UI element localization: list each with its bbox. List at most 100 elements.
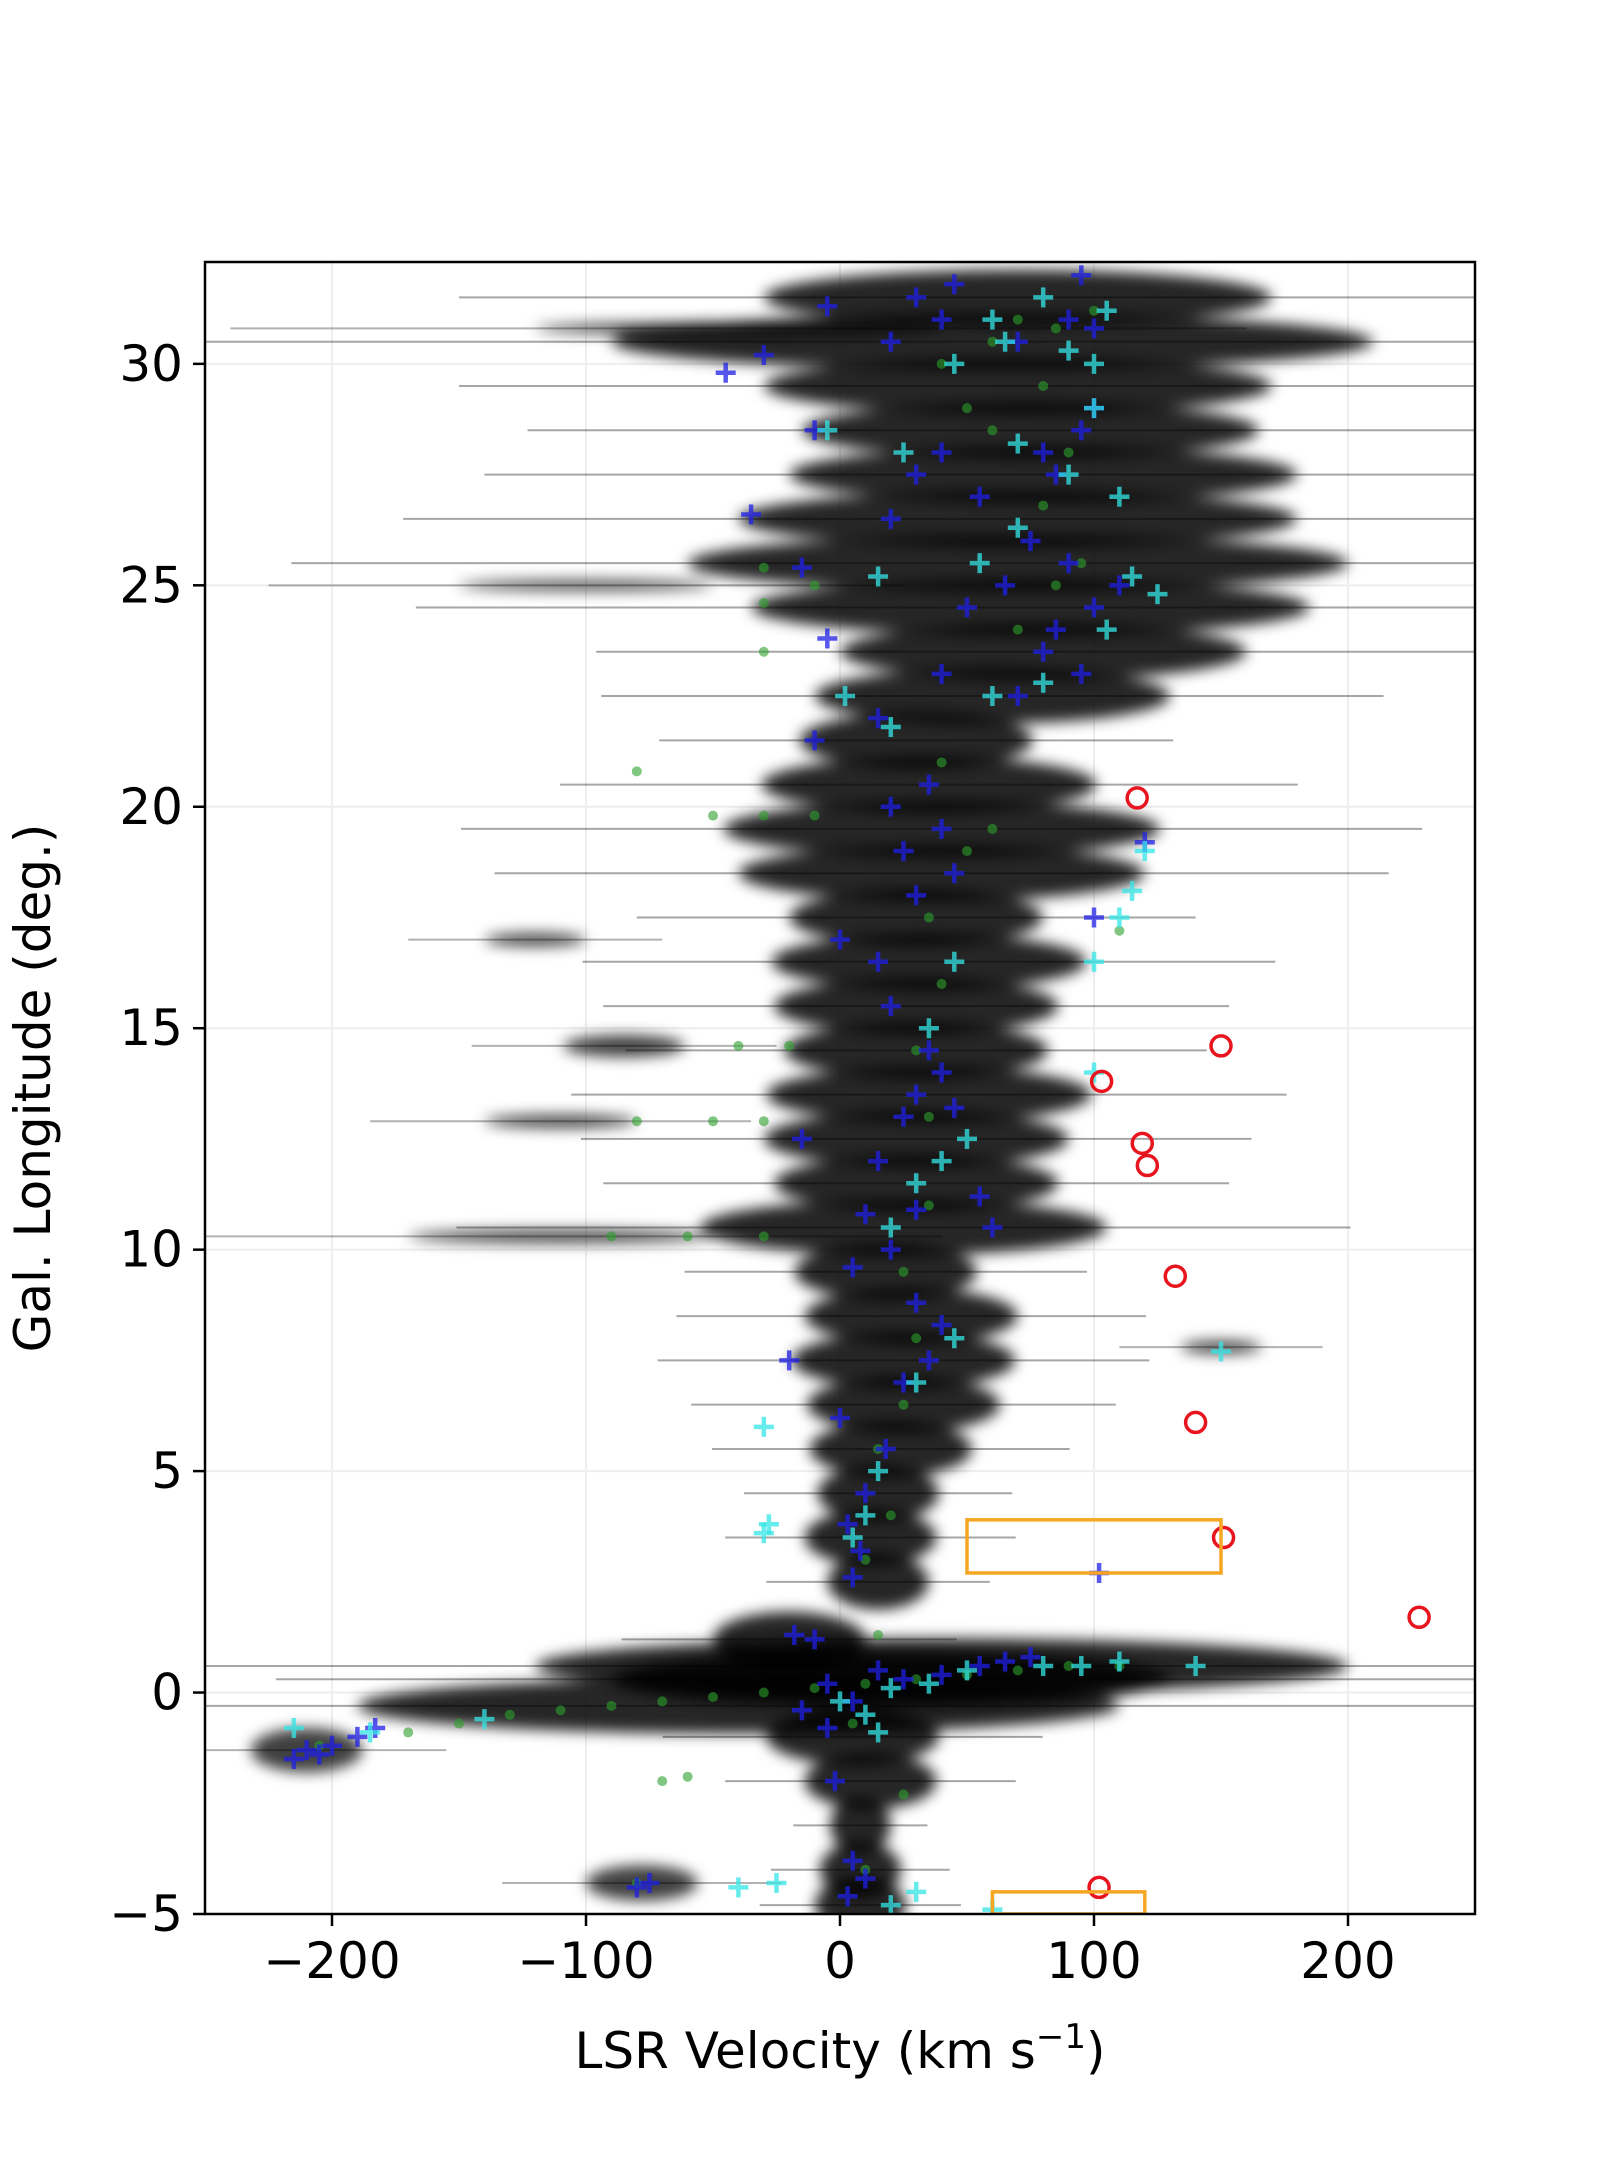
cyan-cross-marker bbox=[906, 1372, 927, 1393]
blue-cross-marker bbox=[855, 1868, 876, 1889]
blue-cross-marker bbox=[837, 1514, 858, 1535]
blue-cross-marker bbox=[880, 331, 901, 352]
cyan-cross-marker bbox=[957, 1128, 977, 1149]
green-point bbox=[809, 580, 820, 591]
emission-feature bbox=[459, 579, 713, 591]
blue-cross-marker bbox=[1071, 265, 1092, 286]
blue-cross-marker bbox=[791, 557, 812, 578]
cyan-cross-marker bbox=[1071, 1655, 1092, 1676]
blue-cross-marker bbox=[1058, 309, 1079, 330]
cyan-cross-marker bbox=[1122, 880, 1143, 901]
green-point bbox=[987, 823, 998, 834]
cyan-cross-marker bbox=[880, 1217, 901, 1238]
blue-cross-marker bbox=[741, 504, 762, 525]
green-point bbox=[631, 766, 642, 777]
blue-cross-marker bbox=[1020, 531, 1041, 552]
green-point bbox=[758, 646, 769, 657]
cyan-cross-marker bbox=[982, 309, 1003, 330]
emission-ridge-blob bbox=[713, 1611, 866, 1668]
blue-cross-marker bbox=[1084, 318, 1104, 339]
blue-cross-marker bbox=[817, 1673, 838, 1694]
emission-ridge-blob bbox=[738, 845, 1145, 901]
cyan-cross-marker bbox=[1084, 398, 1104, 419]
emission-ridge-blob bbox=[794, 1244, 978, 1300]
blue-cross-marker bbox=[1033, 442, 1054, 463]
green-point bbox=[758, 810, 769, 821]
emission-ridge-blob bbox=[751, 579, 1310, 636]
cyan-cross-marker bbox=[982, 686, 1003, 707]
blue-cross-marker bbox=[1058, 553, 1079, 574]
cyan-cross-marker bbox=[893, 442, 914, 463]
blue-cross-marker bbox=[1007, 686, 1028, 707]
blue-cross-marker bbox=[855, 1204, 876, 1225]
blue-cross-marker bbox=[868, 1660, 889, 1681]
blue-cross-marker bbox=[804, 730, 825, 751]
blue-cross-marker bbox=[715, 362, 736, 383]
blue-cross-marker bbox=[893, 1106, 914, 1127]
cyan-cross-marker bbox=[868, 1722, 889, 1743]
blue-cross-marker bbox=[791, 1700, 812, 1721]
blue-cross-marker bbox=[931, 1664, 952, 1685]
emission-ridge-blob bbox=[789, 446, 1298, 503]
cyan-cross-marker bbox=[1109, 486, 1130, 507]
emission-ridge-blob bbox=[763, 358, 1272, 414]
blue-cross-marker bbox=[1084, 597, 1104, 618]
marker-layer bbox=[283, 265, 1431, 1914]
green-point bbox=[1089, 305, 1099, 316]
cyan-cross-marker bbox=[842, 1527, 863, 1548]
green-point bbox=[682, 1231, 693, 1242]
y-axis-label: Gal. Longitude (deg.) bbox=[4, 824, 62, 1353]
green-point bbox=[860, 1678, 871, 1689]
x-axis-label: LSR Velocity (km s−1) bbox=[574, 2017, 1105, 2080]
blue-cross-marker bbox=[1033, 641, 1054, 662]
emission-feature bbox=[484, 932, 586, 947]
blue-cross-marker bbox=[817, 296, 838, 317]
cyan-cross-marker bbox=[1211, 1341, 1231, 1362]
cyan-cross-marker bbox=[1084, 951, 1104, 972]
blue-cross-marker bbox=[830, 929, 850, 950]
cyan-cross-marker bbox=[906, 1173, 927, 1194]
cyan-cross-marker bbox=[944, 353, 965, 374]
cyan-cross-marker bbox=[1033, 672, 1054, 693]
blue-cross-marker bbox=[931, 1314, 952, 1335]
x-tick-label: 100 bbox=[1046, 1932, 1141, 1990]
x-tick-label: 0 bbox=[824, 1932, 856, 1990]
green-point bbox=[936, 757, 947, 768]
blue-cross-marker bbox=[880, 1239, 901, 1260]
cyan-cross-marker bbox=[855, 1704, 876, 1725]
blue-cross-marker bbox=[1071, 663, 1092, 684]
axis-ticks: −200 −100 0 100 200 −5 0 5 10 15 20 25 30 bbox=[109, 335, 1395, 1990]
x-tick-label: 200 bbox=[1300, 1932, 1395, 1990]
green-point bbox=[758, 562, 769, 573]
cyan-cross-marker bbox=[1185, 1655, 1206, 1676]
blue-cross-marker bbox=[893, 1669, 914, 1690]
emission-ridge-blob bbox=[801, 402, 1260, 458]
blue-cross-marker bbox=[804, 1629, 825, 1650]
blue-cross-marker bbox=[906, 464, 927, 485]
green-point bbox=[911, 1333, 922, 1344]
cyan-cross-marker bbox=[1007, 433, 1028, 454]
red-circle-marker bbox=[1135, 1153, 1160, 1178]
blue-cross-marker bbox=[868, 951, 889, 972]
blue-cross-marker bbox=[842, 1850, 863, 1871]
cyan-cross-marker bbox=[880, 717, 901, 738]
emission-ridge-blob bbox=[771, 934, 1087, 990]
emission-feature bbox=[484, 1114, 637, 1128]
green-point bbox=[682, 1771, 693, 1782]
cyan-cross-marker bbox=[868, 1461, 889, 1482]
blue-cross-marker bbox=[969, 1186, 990, 1207]
green-point bbox=[606, 1231, 617, 1242]
cyan-cross-marker bbox=[918, 1018, 939, 1039]
emission-feature bbox=[535, 321, 942, 336]
green-point bbox=[898, 1266, 909, 1277]
green-point bbox=[860, 1554, 871, 1565]
blue-cross-marker bbox=[893, 841, 914, 862]
cyan-cross-marker bbox=[1134, 841, 1155, 862]
green-point bbox=[708, 810, 718, 821]
blue-cross-marker bbox=[918, 1040, 939, 1061]
emission-ridge-blob bbox=[817, 1465, 940, 1521]
y-tick-label: 30 bbox=[119, 335, 183, 393]
emission-ridge-blob bbox=[766, 1066, 1092, 1123]
cyan-cross-marker bbox=[728, 1877, 749, 1898]
